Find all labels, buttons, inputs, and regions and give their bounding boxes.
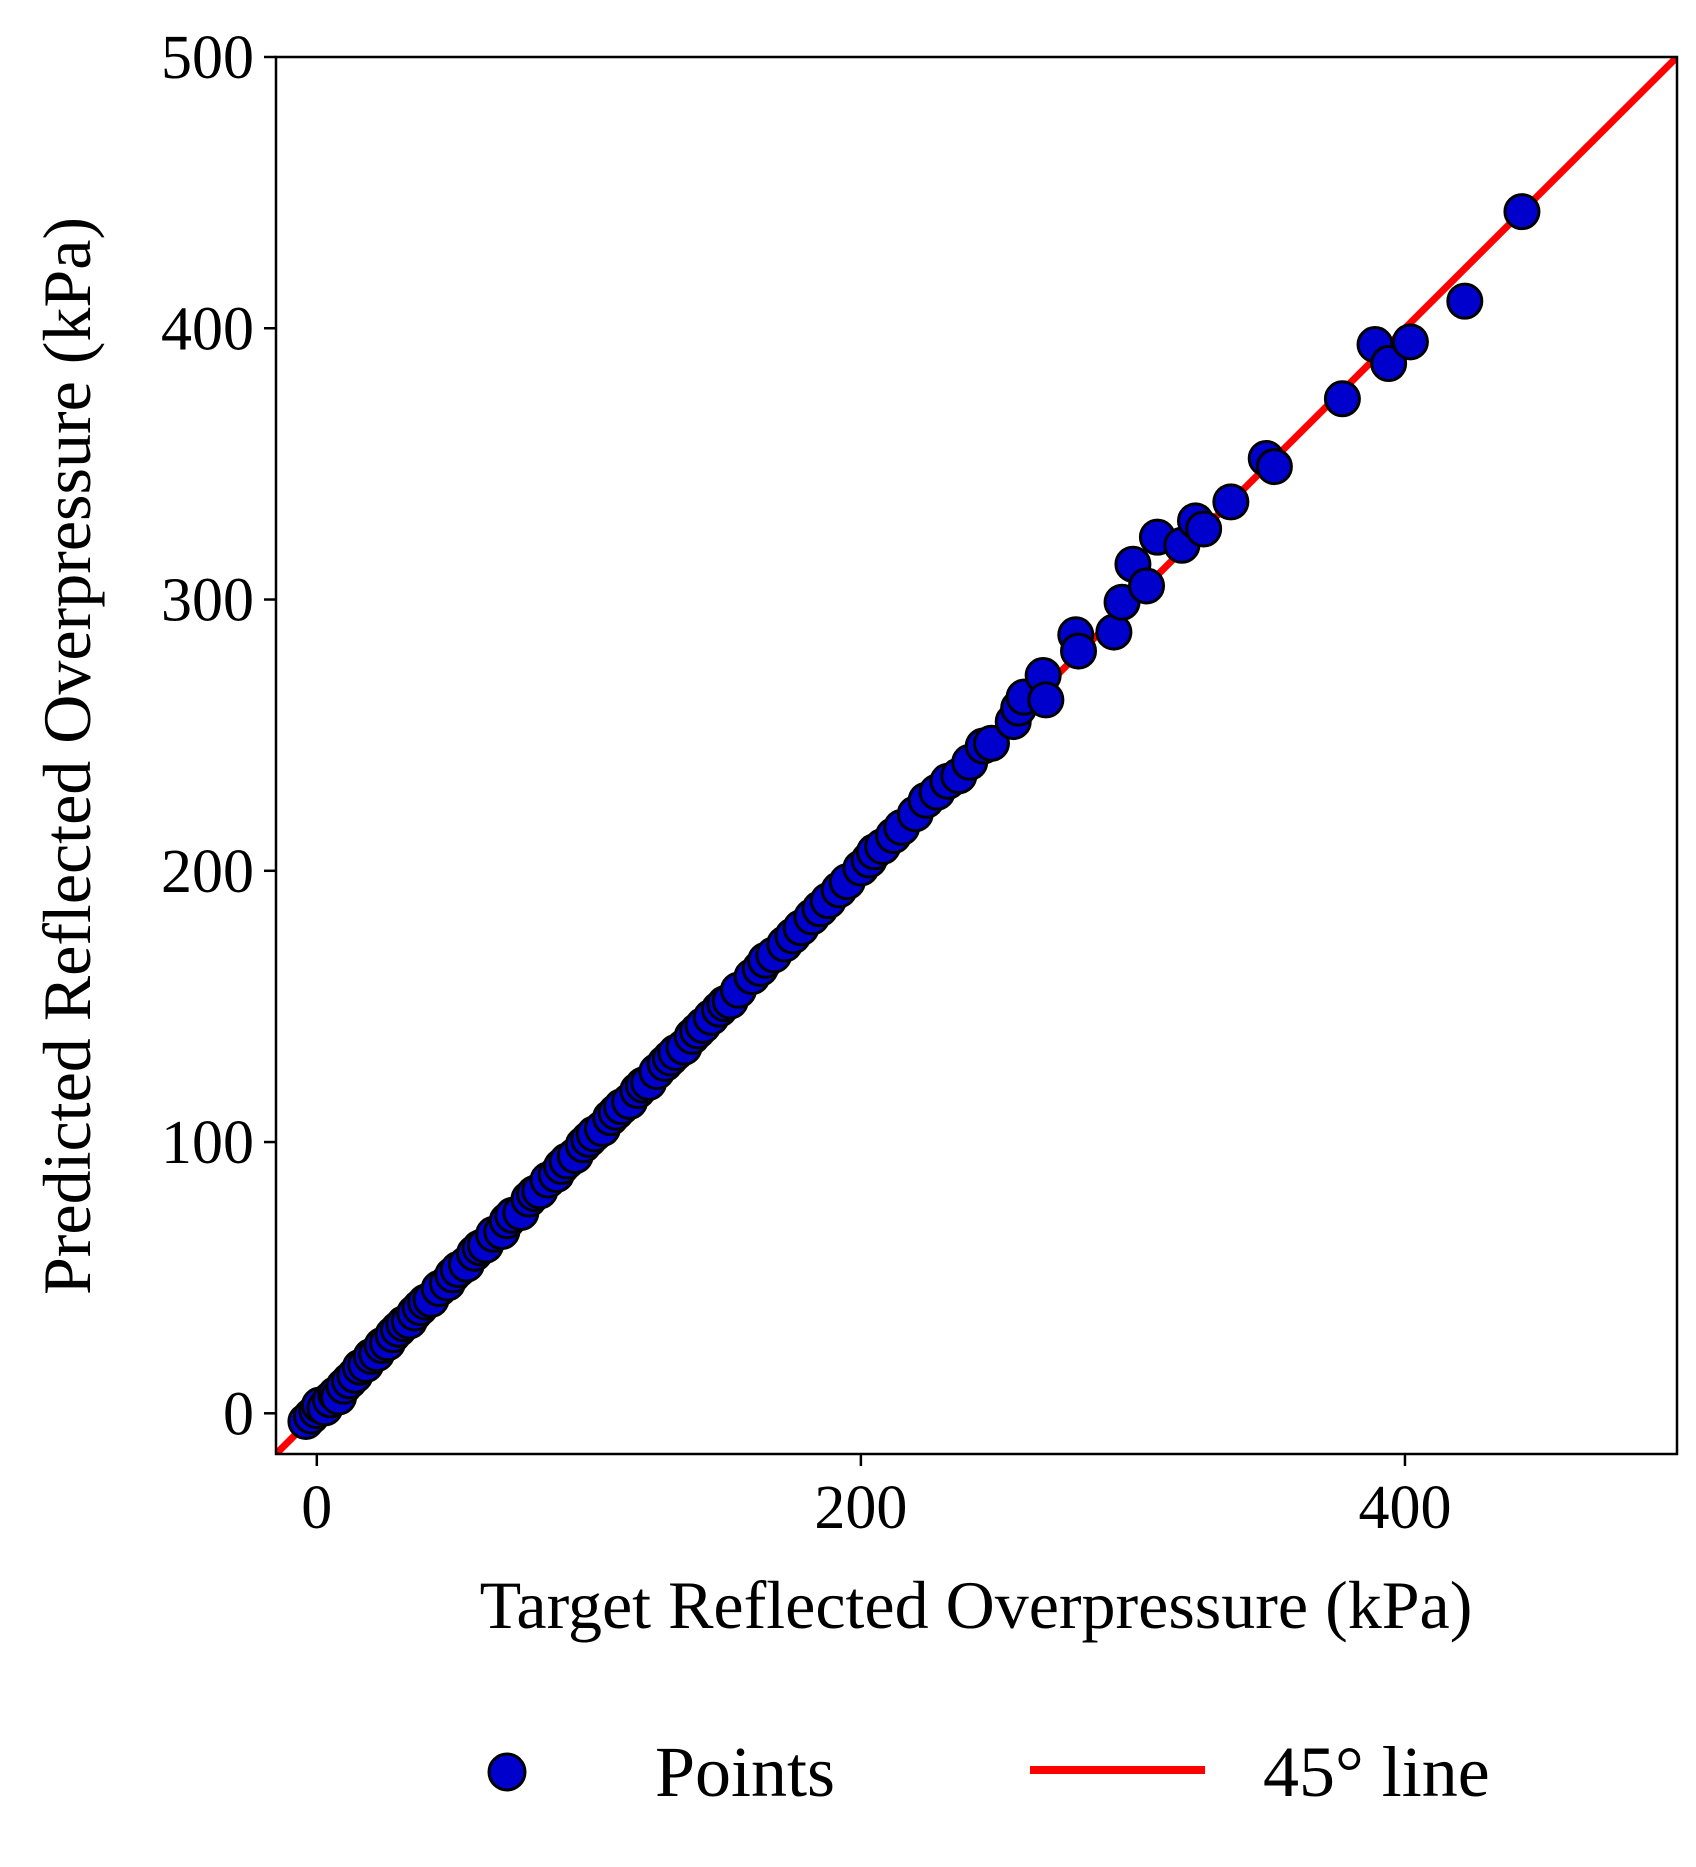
- scatter-point: [1391, 323, 1429, 361]
- scatter-point: [1255, 448, 1293, 486]
- scatter-point: [1027, 681, 1065, 719]
- y-tick-label: 300: [161, 567, 254, 635]
- scatter-point: [1185, 510, 1223, 548]
- legend-line-label: 45° line: [1263, 1732, 1490, 1812]
- y-tick-label: 500: [161, 24, 254, 92]
- scatter-point: [1370, 345, 1408, 383]
- y-tick-label: 400: [161, 295, 254, 363]
- legend-points-marker: [487, 1752, 527, 1792]
- scatter-point: [1503, 193, 1541, 231]
- scatter-point: [972, 724, 1010, 762]
- x-tick-label: 400: [1358, 1474, 1451, 1542]
- scatter-point: [1212, 483, 1250, 521]
- legend: Points 45° line: [487, 1732, 1490, 1812]
- x-axis-label: Target Reflected Overpressure (kPa): [480, 1567, 1473, 1643]
- scatter-point: [1060, 632, 1098, 670]
- plot-frame: [274, 55, 1679, 1456]
- plot-area: [276, 57, 1677, 1454]
- axes: 0 200 400 0 100 200 300 400 500: [161, 24, 1679, 1542]
- y-tick-label: 200: [161, 838, 254, 906]
- scatter-point: [1323, 380, 1361, 418]
- x-tick-label: 200: [814, 1474, 907, 1542]
- x-tick-label: 0: [301, 1474, 332, 1542]
- y-axis-label: Predicted Reflected Overpressure (kPa): [29, 217, 105, 1295]
- scatter-point: [1446, 282, 1484, 320]
- y-tick-label: 0: [223, 1380, 254, 1448]
- scatter-point: [1128, 567, 1166, 605]
- legend-points-label: Points: [655, 1732, 835, 1812]
- y-tick-label: 100: [161, 1109, 254, 1177]
